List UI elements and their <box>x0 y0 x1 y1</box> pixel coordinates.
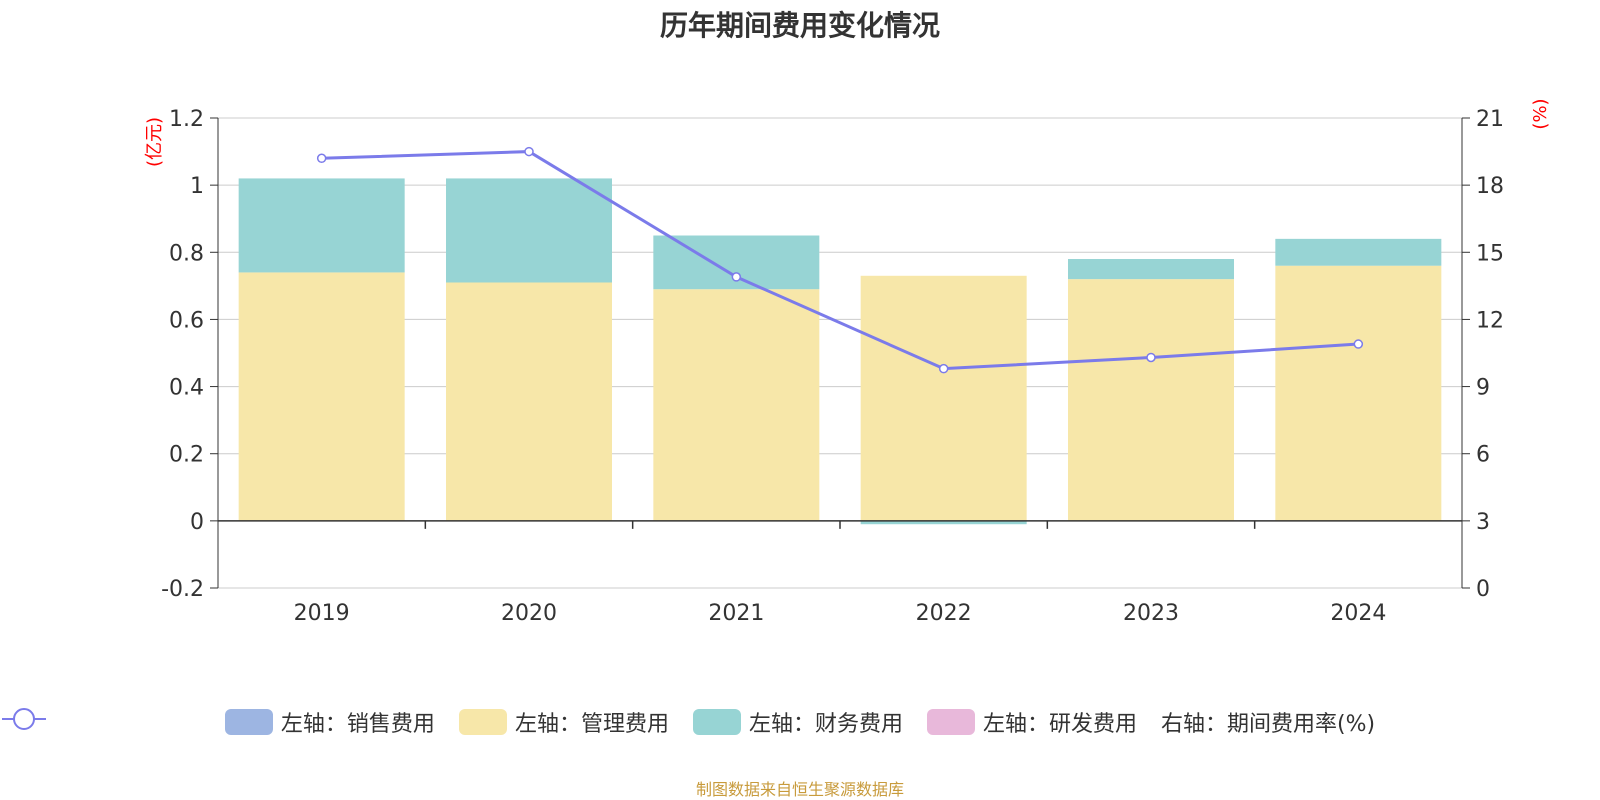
left-tick-label: 0.2 <box>169 443 204 468</box>
left-tick-label: 0.8 <box>169 241 204 266</box>
left-tick-label: 1.2 <box>169 107 204 132</box>
rate-point <box>1353 339 1364 349</box>
legend-item-rnd[interactable]: 左轴：研发费用 <box>926 706 1137 738</box>
bar-finance <box>446 178 612 283</box>
category-label: 2020 <box>501 601 557 626</box>
bar-finance <box>860 520 1027 525</box>
right-tick-label: 3 <box>1476 510 1490 535</box>
rate-line <box>321 150 1359 371</box>
rate-point <box>938 363 949 374</box>
legend-swatch-finance <box>692 709 741 735</box>
bar-admin <box>860 275 1027 521</box>
left-tick-label: 0.6 <box>169 308 204 333</box>
legend-label-finance: 左轴：财务费用 <box>748 712 903 737</box>
right-tick-label: 15 <box>1476 241 1504 266</box>
left-tick-label: 0 <box>190 510 204 535</box>
rate-point <box>1146 352 1156 363</box>
rate-point <box>524 146 534 157</box>
legend-item-rate[interactable]: 右轴：期间费用率(%) <box>2 706 1376 738</box>
legend-item-finance[interactable]: 左轴：财务费用 <box>692 706 903 738</box>
legend-swatch-admin <box>458 709 507 735</box>
right-tick-label: 18 <box>1476 174 1504 199</box>
bar-admin <box>446 282 612 521</box>
right-tick-label: 9 <box>1476 376 1490 401</box>
bar-admin <box>1275 265 1442 521</box>
category-label: 2021 <box>708 601 764 626</box>
legend-item-sales[interactable]: 左轴：销售费用 <box>224 706 435 738</box>
right-tick-label: 6 <box>1476 443 1490 468</box>
bar-finance <box>238 178 405 273</box>
bar-admin <box>238 272 405 521</box>
legend-swatch-rnd <box>926 709 975 735</box>
right-tick-label: 0 <box>1476 577 1490 602</box>
left-tick-label: 1 <box>190 174 204 199</box>
legend-swatch-sales <box>224 709 273 735</box>
left-tick-label: -0.2 <box>161 577 204 602</box>
chart-title: 历年期间费用变化情况 <box>659 9 940 42</box>
footer-source: 制图数据来自恒生聚源数据库 <box>695 780 904 799</box>
legend: 左轴：销售费用 左轴：管理费用 左轴：财务费用 左轴：研发费用 右轴：期间费用率… <box>0 706 1600 738</box>
left-tick-label: 0.4 <box>169 376 204 401</box>
left-axis-unit-label: (亿元) <box>144 117 165 167</box>
rate-point <box>316 153 327 164</box>
category-label: 2024 <box>1330 601 1386 626</box>
bar-admin <box>1068 279 1234 521</box>
category-label: 2019 <box>294 601 350 626</box>
legend-label-admin: 左轴：管理费用 <box>514 712 669 737</box>
right-tick-label: 12 <box>1476 308 1504 333</box>
category-label: 2022 <box>916 601 972 626</box>
bar-finance <box>1068 259 1234 280</box>
legend-item-admin[interactable]: 左轴：管理费用 <box>458 706 669 738</box>
bar-admin <box>653 289 820 521</box>
bar-finance <box>1275 238 1442 266</box>
legend-label-sales: 左轴：销售费用 <box>280 712 435 737</box>
category-label: 2023 <box>1123 601 1179 626</box>
legend-line-marker-icon <box>2 708 46 730</box>
legend-label-rate: 右轴：期间费用率(%) <box>1160 712 1376 737</box>
right-tick-label: 21 <box>1476 107 1504 132</box>
legend-label-rnd: 左轴：研发费用 <box>982 712 1137 737</box>
right-axis-unit-label: (%) <box>1530 98 1551 129</box>
rate-point <box>731 272 742 282</box>
